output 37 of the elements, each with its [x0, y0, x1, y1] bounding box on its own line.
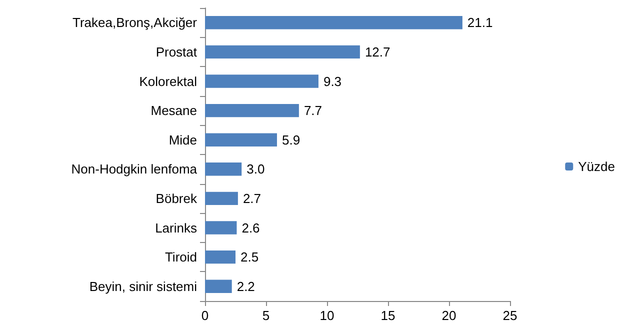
- data-label: 5.9: [282, 132, 300, 148]
- bar: [205, 16, 462, 30]
- y-tick-label: Prostat: [156, 44, 198, 60]
- data-label: 9.3: [323, 74, 342, 89]
- y-tick-label: Böbrek: [156, 190, 198, 206]
- y-tick-label: Trakea,Bronş,Akciğer: [72, 15, 198, 30]
- bar: [205, 250, 236, 264]
- y-tick-label: Beyin, sinir sistemi: [89, 278, 198, 294]
- data-label: 7.7: [304, 103, 322, 118]
- data-label: 2.6: [242, 220, 260, 236]
- data-label: 12.7: [364, 44, 390, 60]
- bar: [205, 162, 242, 176]
- bar: [205, 221, 237, 234]
- x-tick-label: 5: [262, 308, 270, 323]
- bar: [205, 45, 360, 59]
- bar: [205, 192, 238, 206]
- y-tick-label: Larinks: [155, 220, 198, 236]
- x-tick-label: 0: [201, 308, 209, 323]
- data-label: 2.7: [242, 190, 262, 206]
- x-tick-label: 15: [380, 308, 396, 323]
- data-label: 21.1: [467, 15, 493, 30]
- y-tick-label: Tiroid: [164, 250, 197, 265]
- legend-label: Yüzde: [578, 159, 616, 174]
- data-label: 2.2: [236, 278, 255, 294]
- data-label: 2.5: [240, 250, 259, 265]
- y-tick-label: Mesane: [150, 103, 197, 118]
- bar: [205, 133, 277, 146]
- x-tick-label: 10: [320, 308, 334, 323]
- bar: [205, 74, 318, 88]
- y-tick-label: Kolorektal: [139, 74, 198, 89]
- x-tick-label: 20: [442, 308, 456, 323]
- data-label: 3.0: [246, 162, 265, 177]
- y-tick-label: Mide: [168, 132, 197, 148]
- bar: [205, 104, 299, 118]
- x-tick-label: 25: [502, 308, 518, 323]
- y-tick-label: Non-Hodgkin lenfoma: [71, 162, 198, 177]
- bar: [205, 280, 232, 293]
